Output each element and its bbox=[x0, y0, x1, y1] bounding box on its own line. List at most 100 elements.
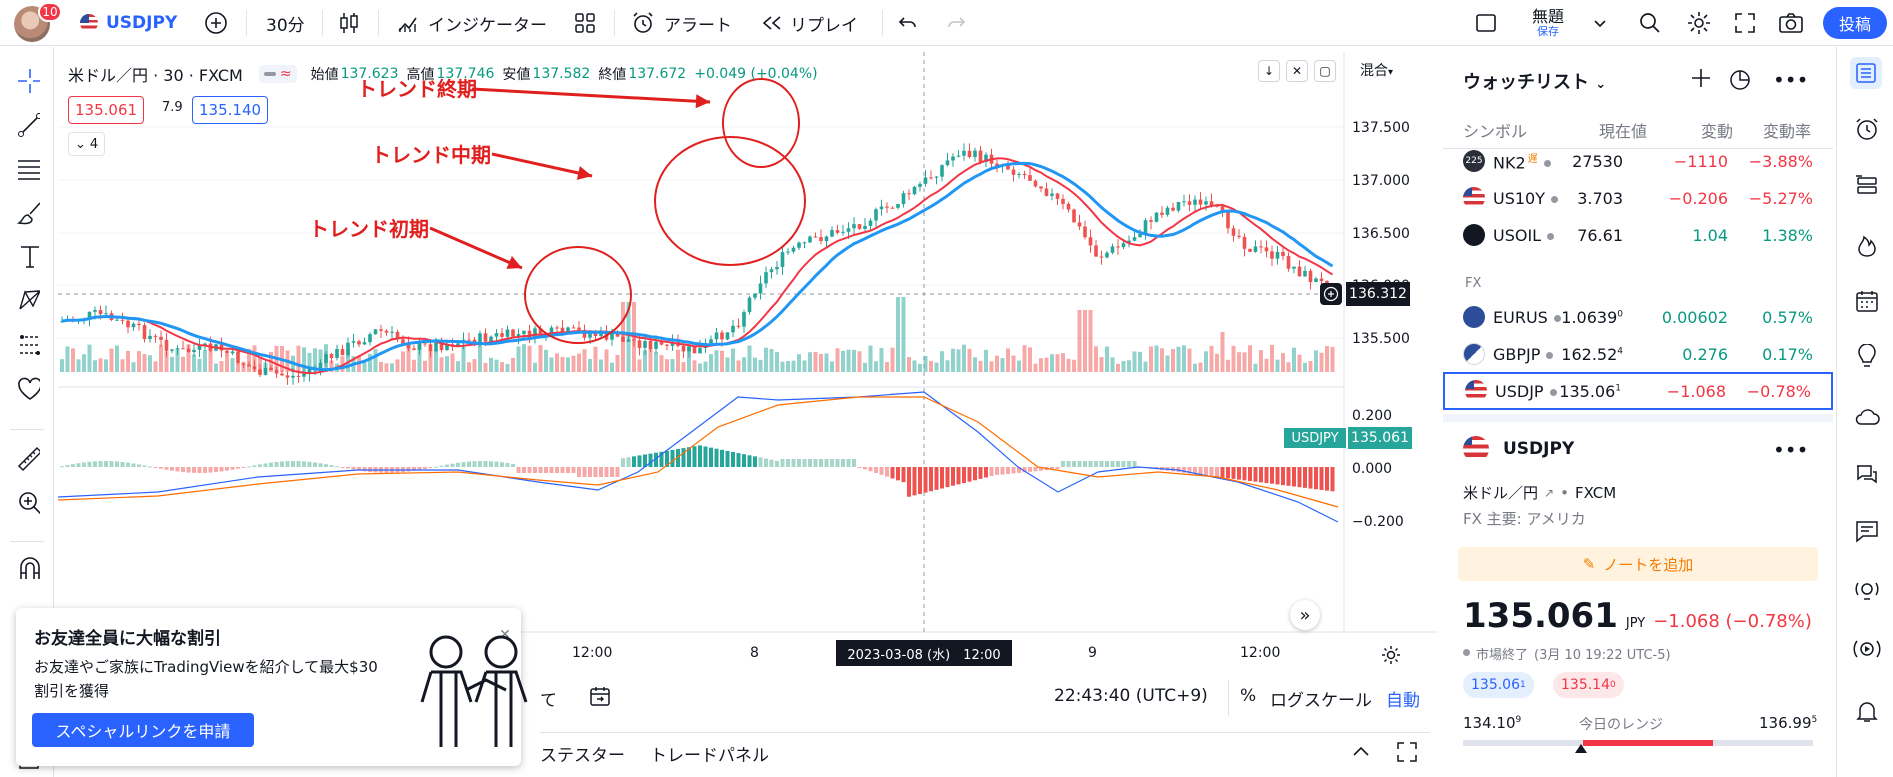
watchlist-row[interactable]: USDJP 135.061 −1.068 −0.78% bbox=[1443, 372, 1833, 410]
volume-bar bbox=[208, 347, 213, 372]
arrow-down-icon[interactable]: ↓ bbox=[1258, 60, 1280, 82]
data-window-tab[interactable] bbox=[1853, 171, 1881, 199]
detail-more-button[interactable]: ••• bbox=[1773, 438, 1808, 462]
streams-tab[interactable] bbox=[1853, 403, 1881, 431]
ideas-tab[interactable] bbox=[1853, 343, 1881, 371]
layout-toggle-button[interactable] bbox=[1474, 0, 1498, 46]
watchlist-row[interactable]: USOIL 76.61 1.04 1.38% bbox=[1443, 216, 1833, 254]
price-tick: 136.500 bbox=[1352, 226, 1410, 242]
trendline-tool[interactable] bbox=[16, 113, 40, 137]
macd-histogram-bar bbox=[219, 467, 224, 472]
fib-tool[interactable] bbox=[16, 157, 40, 181]
add-alert-button[interactable] bbox=[1320, 283, 1342, 305]
icons-tool[interactable] bbox=[16, 377, 40, 401]
publish-button[interactable]: 投稿 bbox=[1823, 0, 1887, 46]
calendar-tab[interactable] bbox=[1853, 287, 1881, 315]
special-link-button[interactable]: スペシャルリンクを申請 bbox=[32, 713, 254, 747]
col-change-pct[interactable]: 変動率 bbox=[1763, 122, 1812, 141]
redo-button[interactable] bbox=[944, 0, 968, 46]
compare-add-button[interactable] bbox=[204, 0, 228, 46]
watchlist-row[interactable]: GBPJP 162.524 0.276 0.17% bbox=[1443, 335, 1833, 373]
auto-scale-toggle[interactable]: 自動 bbox=[1386, 691, 1420, 711]
buy-button[interactable]: 135.140 bbox=[192, 96, 269, 124]
legend-toggle[interactable]: ≈ bbox=[258, 65, 297, 83]
watchlist-row[interactable]: US10Y 3.703 −0.206 −5.27% bbox=[1443, 179, 1833, 217]
detail-name[interactable]: 米ドル／円 bbox=[1463, 484, 1539, 502]
collapse-right-icon[interactable] bbox=[1436, 680, 1440, 694]
macd-histogram-bar bbox=[940, 467, 944, 489]
candle-body bbox=[170, 349, 174, 351]
alert-button[interactable]: アラート bbox=[630, 0, 732, 46]
external-link-icon[interactable]: ↗ bbox=[1544, 485, 1555, 500]
col-symbol[interactable]: シンボル bbox=[1463, 122, 1528, 141]
chart-settings-button[interactable] bbox=[1380, 644, 1402, 670]
fullscreen-button[interactable] bbox=[1734, 0, 1756, 46]
prediction-tool[interactable] bbox=[16, 333, 40, 357]
watchlist-row[interactable]: EURUS 1.06390 0.00602 0.57% bbox=[1443, 298, 1833, 336]
replay-button[interactable]: リプレイ bbox=[760, 0, 858, 46]
legend-title[interactable]: 米ドル／円 · 30 · FXCM bbox=[68, 66, 243, 85]
text-tool[interactable] bbox=[16, 245, 40, 269]
watchlist-title-button[interactable]: ウォッチリスト ⌄ bbox=[1463, 68, 1606, 94]
zoom-tool[interactable] bbox=[16, 491, 40, 515]
percent-toggle[interactable]: % bbox=[1240, 686, 1257, 706]
add-symbol-button[interactable] bbox=[1689, 66, 1713, 94]
scroll-to-realtime-button[interactable]: » bbox=[1290, 600, 1320, 630]
market-status: 市場終了 (3月 10 19:22 UTC-5) bbox=[1463, 644, 1671, 663]
crosshair-tool[interactable] bbox=[16, 69, 40, 93]
brush-tool[interactable] bbox=[16, 201, 40, 225]
indicator-collapse-button[interactable]: ⌄ 4 bbox=[68, 132, 106, 156]
detail-header[interactable]: USDJPY bbox=[1463, 436, 1574, 462]
help-tab[interactable] bbox=[1853, 577, 1881, 605]
symbol-search-button[interactable]: USDJPY bbox=[80, 0, 177, 46]
interval-button[interactable]: 30分 bbox=[266, 15, 305, 36]
popup-close-button[interactable]: ✕ bbox=[496, 626, 514, 644]
notifications-tab[interactable] bbox=[1853, 697, 1881, 725]
undo-button[interactable] bbox=[896, 0, 920, 46]
spread-value: 7.9 bbox=[162, 100, 183, 115]
notes-tab[interactable] bbox=[1853, 517, 1881, 545]
layouts-button[interactable] bbox=[574, 0, 596, 46]
layout-name-button[interactable]: 無題 保存 bbox=[1532, 0, 1564, 46]
log-scale-toggle[interactable]: ログスケール bbox=[1270, 691, 1372, 711]
date-range-button[interactable] bbox=[588, 684, 612, 713]
alerts-tab[interactable] bbox=[1853, 115, 1881, 143]
maximize-pane-icon[interactable]: ▢ bbox=[1314, 60, 1336, 82]
clock[interactable]: 22:43:40 (UTC+9) bbox=[1054, 686, 1208, 706]
detail-currency: JPY bbox=[1625, 616, 1646, 631]
scale-mode-button[interactable]: 混合▾ bbox=[1360, 60, 1393, 80]
playback-tab[interactable] bbox=[1853, 635, 1881, 663]
chats-tab[interactable] bbox=[1853, 461, 1881, 489]
layout-menu-button[interactable] bbox=[1592, 0, 1608, 46]
indicators-button[interactable]: インジケーター bbox=[396, 0, 547, 46]
collapse-panel-button[interactable] bbox=[1350, 741, 1372, 768]
col-change[interactable]: 変動 bbox=[1701, 122, 1734, 141]
volume-bar bbox=[1011, 355, 1016, 372]
candle-body bbox=[93, 310, 97, 312]
tab-strategy-tester[interactable]: ステスター bbox=[540, 746, 625, 766]
col-last[interactable]: 現在値 bbox=[1599, 122, 1648, 141]
hotlists-tab[interactable] bbox=[1853, 231, 1881, 259]
legend-open: 137.623 bbox=[340, 66, 399, 82]
tab-trade-panel[interactable]: トレードパネル bbox=[650, 746, 769, 766]
chart-canvas[interactable]: トレンド初期 トレンド中期 トレンド終期 bbox=[58, 52, 1438, 727]
maximize-panel-button[interactable] bbox=[1396, 741, 1418, 768]
pattern-tool[interactable] bbox=[16, 289, 40, 313]
search-button[interactable] bbox=[1638, 0, 1662, 46]
watchlist-chart-button[interactable] bbox=[1727, 66, 1753, 96]
candle-body bbox=[923, 177, 928, 184]
watchlist-row[interactable]: 225 NK2 遅 27530 −1110 −3.88% bbox=[1443, 142, 1833, 180]
watchlist-tab[interactable] bbox=[1850, 57, 1882, 89]
volume-bar bbox=[82, 354, 86, 372]
settings-button[interactable] bbox=[1686, 0, 1712, 46]
add-note-button[interactable]: ✎ ノートを追加 bbox=[1458, 547, 1818, 581]
sell-button[interactable]: 135.061 bbox=[68, 96, 145, 124]
candle-body bbox=[973, 150, 977, 157]
watchlist-more-button[interactable]: ••• bbox=[1773, 68, 1808, 92]
chart-type-button[interactable] bbox=[338, 0, 360, 46]
collapse-pane-icon[interactable]: ✕ bbox=[1286, 60, 1308, 82]
magnet-tool[interactable] bbox=[16, 557, 40, 581]
plus-circle-icon bbox=[1323, 286, 1339, 302]
snapshot-button[interactable] bbox=[1778, 0, 1804, 46]
measure-tool[interactable] bbox=[16, 446, 40, 472]
